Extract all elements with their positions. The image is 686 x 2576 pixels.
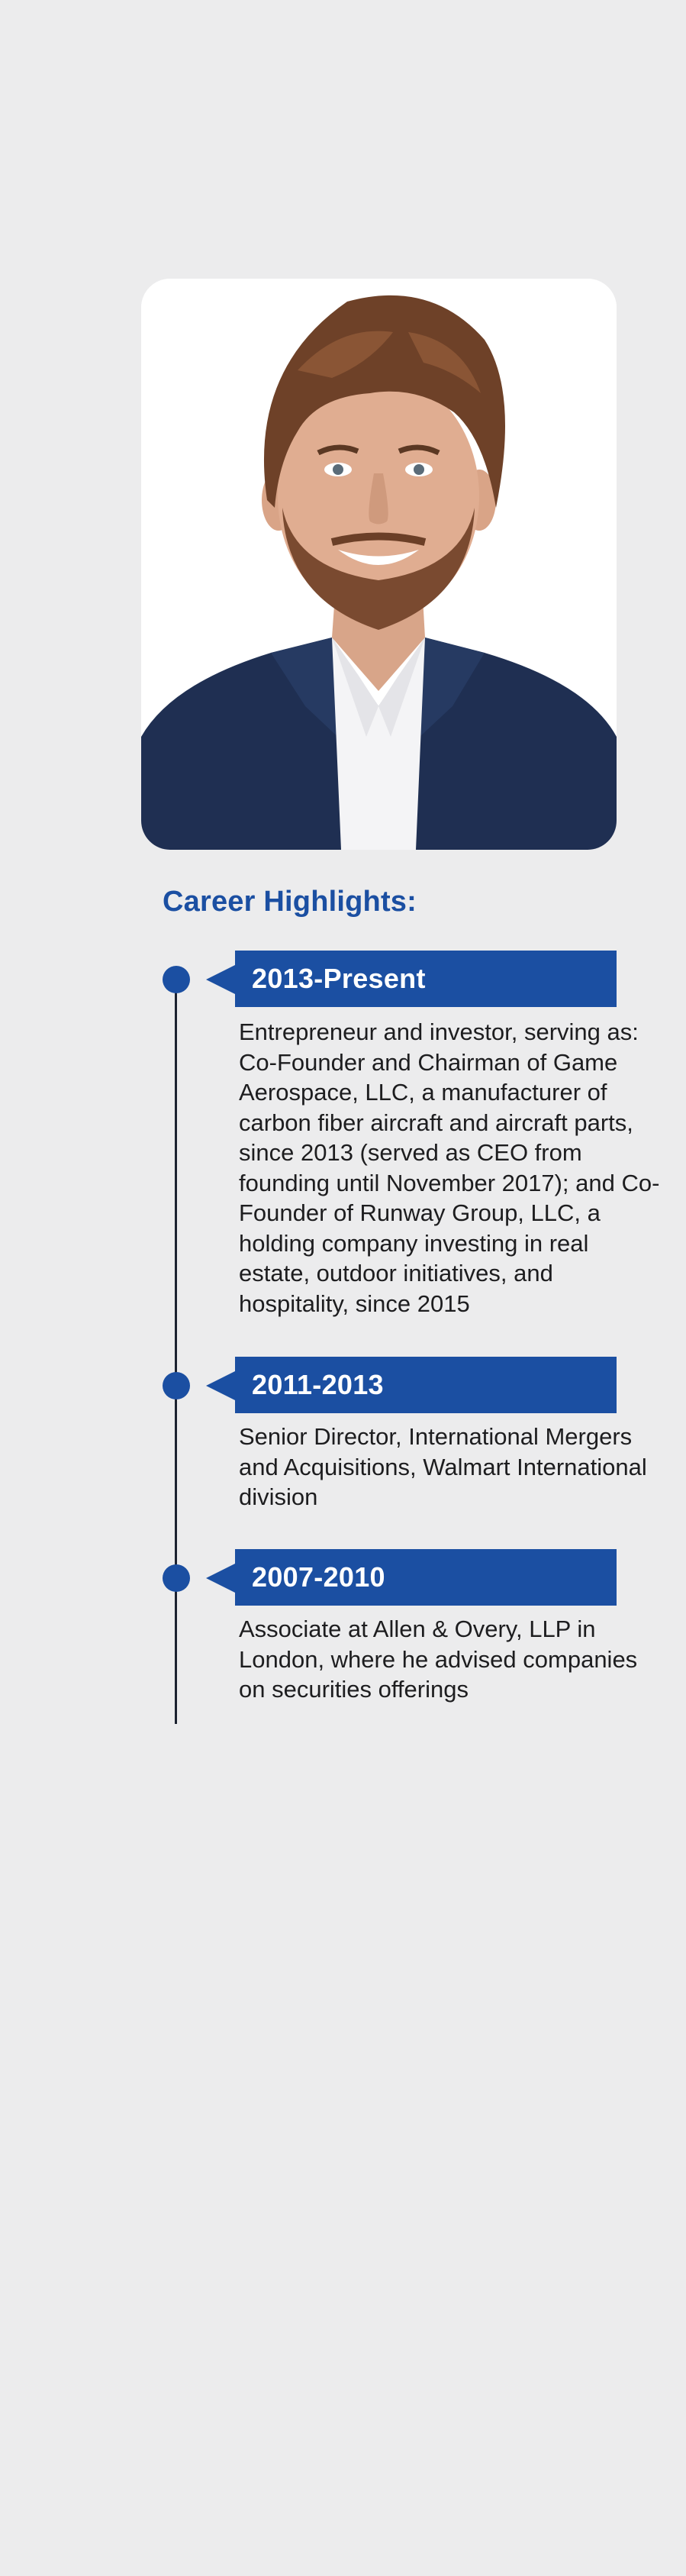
timeline-dot xyxy=(163,1564,190,1592)
period-description: Associate at Allen & Overy, LLP in Londo… xyxy=(239,1616,638,1703)
tab-pointer xyxy=(206,1371,235,1400)
timeline-line xyxy=(175,980,177,1724)
tab-pointer xyxy=(206,1564,235,1593)
timeline-dot xyxy=(163,1372,190,1399)
tab-pointer xyxy=(206,965,235,994)
period-tab: 2013-Present xyxy=(235,951,617,1007)
portrait-illustration xyxy=(141,279,617,850)
period-tab: 2007-2010 xyxy=(235,1549,617,1606)
period-description: Senior Director, International Mergers a… xyxy=(239,1423,647,1510)
timeline-dot xyxy=(163,966,190,993)
period-description: Entrepreneur and investor, serving as: C… xyxy=(239,1018,660,1317)
period-tab: 2011-2013 xyxy=(235,1357,617,1413)
career-highlights-heading: Career Highlights: xyxy=(163,886,417,918)
portrait-photo xyxy=(141,279,617,850)
